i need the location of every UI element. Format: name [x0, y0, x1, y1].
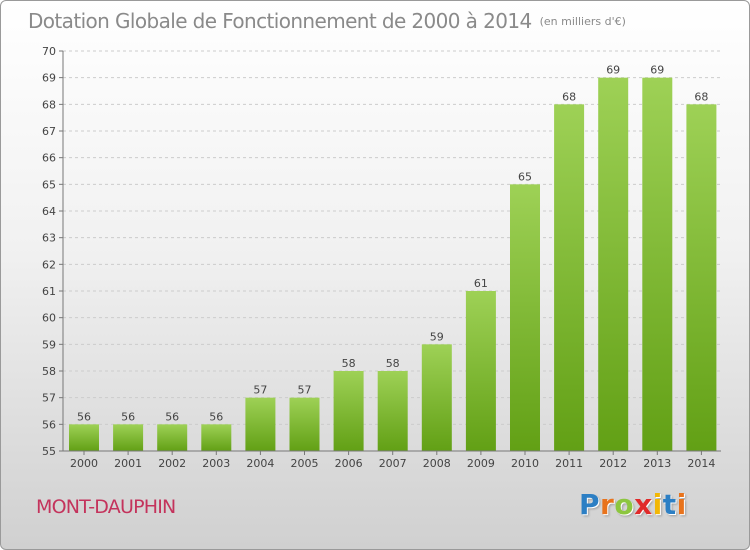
x-tick-label: 2011: [555, 457, 583, 470]
bar-2006: [333, 371, 364, 451]
data-label: 68: [562, 90, 576, 103]
data-label: 58: [386, 357, 400, 370]
y-tick-label: 57: [42, 392, 56, 405]
y-tick-label: 68: [42, 98, 56, 111]
data-labels: 56 56 56 56 57 57 58 58 59 61 65 68 69 69 68: [77, 64, 708, 424]
x-tick-label: 2006: [335, 457, 363, 470]
bars: [69, 77, 717, 452]
data-label: 69: [606, 64, 620, 77]
y-tick-label: 66: [42, 152, 56, 165]
title-unit: (en milliers d'€): [539, 15, 626, 28]
x-tick-label: 2009: [467, 457, 495, 470]
bar-2012: [598, 77, 629, 452]
y-tick-label: 60: [42, 312, 56, 325]
data-label: 65: [518, 170, 532, 183]
logo-letter: t: [662, 488, 677, 521]
data-label: 57: [298, 384, 312, 397]
bar-2009: [465, 291, 496, 451]
data-label: 68: [694, 90, 708, 103]
logo-letter: r: [600, 488, 615, 521]
bar-2001: [113, 424, 144, 451]
x-tick-label: 2000: [70, 457, 98, 470]
bar-2002: [157, 424, 188, 451]
axes: [62, 51, 721, 455]
bar-2013: [642, 77, 673, 452]
commune-name: MONT-DAUPHIN: [36, 496, 176, 518]
y-tick-label: 64: [42, 205, 56, 218]
data-label: 56: [209, 410, 223, 423]
x-tick-label: 2007: [379, 457, 407, 470]
x-tick-label: 2013: [643, 457, 671, 470]
chart-title: Dotation Globale de Fonctionnement de 20…: [28, 9, 626, 33]
bar-2000: [69, 424, 99, 451]
y-tick-labels: 55 56 57 58 59 60 61 62 63 64 65 66 67 68 69 70: [42, 45, 56, 458]
x-tick-label: 2004: [246, 457, 274, 470]
y-tick-label: 56: [42, 418, 56, 431]
x-tick-label: 2014: [687, 457, 715, 470]
data-label: 61: [474, 277, 488, 290]
x-tick-label: 2010: [511, 457, 539, 470]
x-tick-label: 2008: [423, 457, 451, 470]
y-tick-label: 69: [42, 72, 56, 85]
y-tick-label: 70: [42, 45, 56, 58]
x-tick-label: 2003: [202, 457, 230, 470]
y-tick-label: 63: [42, 232, 56, 245]
bar-2008: [421, 344, 452, 451]
bar-2004: [245, 397, 276, 451]
y-tick-label: 55: [42, 445, 56, 458]
data-label: 58: [342, 357, 356, 370]
title-text: Dotation Globale de Fonctionnement de 20…: [28, 9, 532, 33]
data-label: 56: [77, 410, 91, 423]
data-label: 59: [430, 330, 444, 343]
x-tick-label: 2002: [158, 457, 186, 470]
y-tick-label: 58: [42, 365, 56, 378]
bar-2011: [554, 104, 585, 451]
logo-letter: i: [676, 488, 687, 521]
bar-2007: [377, 371, 408, 451]
bar-2005: [289, 397, 320, 451]
data-label: 56: [121, 410, 135, 423]
y-tick-label: 67: [42, 125, 56, 138]
y-tick-label: 62: [42, 258, 56, 271]
proxiti-logo: Proxiti: [579, 488, 687, 521]
x-tick-label: 2005: [291, 457, 319, 470]
logo-letter: i: [652, 488, 663, 521]
y-tick-label: 59: [42, 338, 56, 351]
bar-2014: [686, 104, 717, 451]
data-label: 57: [253, 384, 267, 397]
bar-2010: [510, 184, 540, 452]
logo-letter: x: [634, 488, 653, 521]
x-tick-labels: 2000 2001 2002 2003 2004 2005 2006 2007 2008 2009…: [70, 457, 715, 470]
data-label: 56: [165, 410, 179, 423]
data-label: 69: [650, 64, 664, 77]
bar-2003: [201, 424, 232, 451]
y-tick-label: 65: [42, 178, 56, 191]
logo-letter: P: [579, 488, 601, 521]
y-tick-label: 61: [42, 285, 56, 298]
x-tick-label: 2001: [114, 457, 142, 470]
logo-letter: o: [614, 488, 635, 521]
x-tick-label: 2012: [599, 457, 627, 470]
